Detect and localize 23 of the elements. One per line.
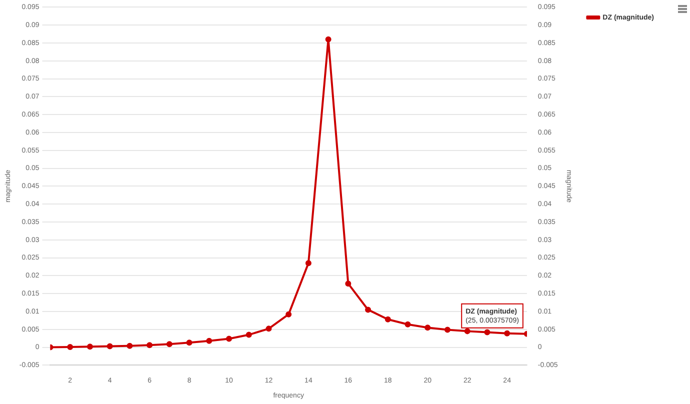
point	[484, 329, 490, 336]
point	[226, 336, 232, 342]
point	[424, 324, 431, 331]
point	[186, 340, 192, 346]
point	[404, 321, 411, 328]
point	[206, 338, 212, 344]
point	[444, 326, 450, 333]
point	[384, 316, 391, 322]
point	[106, 343, 113, 350]
point	[464, 328, 470, 334]
point	[266, 326, 272, 332]
point	[286, 311, 292, 318]
point	[305, 260, 312, 266]
point	[86, 344, 93, 350]
point	[146, 342, 153, 348]
point	[246, 332, 252, 338]
point	[325, 36, 332, 42]
point	[166, 341, 172, 348]
point	[67, 344, 74, 350]
point	[365, 306, 372, 313]
point	[504, 330, 510, 336]
point	[126, 342, 133, 349]
point	[345, 280, 352, 287]
